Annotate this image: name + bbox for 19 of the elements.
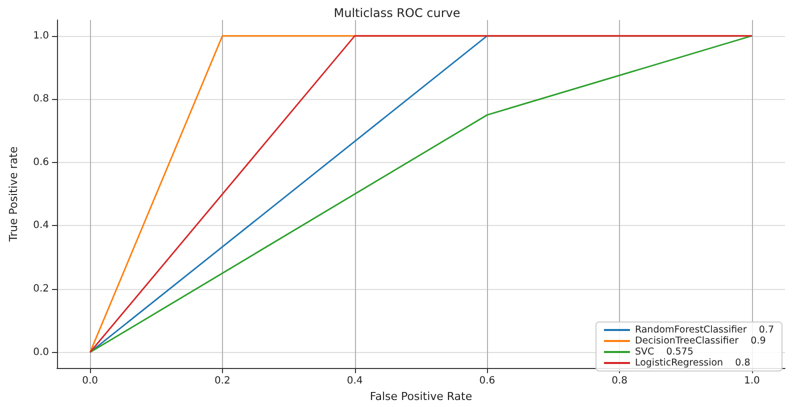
y-tick-label: 0.0 (33, 346, 49, 358)
x-tick-label: 0.6 (479, 376, 496, 387)
x-tick-label: 0.4 (346, 376, 363, 387)
y-axis-title: True Positive rate (7, 146, 20, 243)
x-tick-label: 0.0 (82, 376, 98, 387)
y-tick-label: 1.0 (33, 30, 49, 42)
x-tick-label: 0.8 (612, 376, 628, 387)
legend-label: RandomForestClassifier 0.7 (634, 324, 774, 336)
y-tick-label: 0.6 (33, 156, 49, 168)
x-tick-label: 1.0 (744, 376, 760, 387)
y-tick-label: 0.2 (33, 283, 49, 294)
legend-label: LogisticRegression 0.8 (634, 358, 750, 368)
chart-title: Multiclass ROC curve (334, 6, 460, 20)
x-axis-title: False Positive Rate (370, 390, 472, 403)
y-tick-label: 0.8 (33, 94, 49, 105)
x-tick-label: 0.2 (214, 376, 230, 387)
legend-label: SVC 0.575 (634, 346, 694, 358)
y-tick-label: 0.4 (33, 220, 49, 232)
legend-label: DecisionTreeClassifier 0.9 (634, 336, 766, 346)
